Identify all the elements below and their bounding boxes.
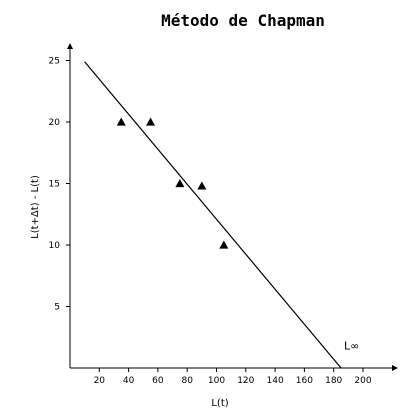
x-axis-arrow-icon [392, 365, 398, 371]
x-tick-label: 160 [296, 376, 313, 386]
y-tick-label: 10 [49, 241, 61, 251]
x-tick-label: 120 [237, 376, 254, 386]
data-point-triangle [146, 117, 156, 126]
x-tick-label: 200 [354, 376, 371, 386]
data-points [116, 117, 229, 249]
x-tick-label: 60 [152, 376, 164, 386]
regression-line [84, 61, 342, 369]
x-tick-label: 100 [208, 376, 225, 386]
x-ticks: 20 40 60 80 100 120 140 160 180 200 [94, 368, 372, 386]
y-tick-label: 20 [49, 118, 61, 128]
y-axis-arrow-icon [67, 43, 73, 49]
y-axis-label: L(t+Δt) - L(t) [30, 175, 41, 239]
data-point-triangle [116, 117, 126, 126]
plot-area [67, 43, 398, 371]
chart-title: Método de Chapman [161, 11, 325, 30]
x-tick-label: 80 [181, 376, 193, 386]
y-tick-label: 15 [49, 180, 60, 190]
x-tick-label: 40 [123, 376, 135, 386]
y-tick-label: 25 [49, 57, 60, 67]
x-axis-label: L(t) [211, 398, 228, 409]
y-ticks: 5 10 15 20 25 [49, 57, 70, 313]
y-tick-label: 5 [54, 303, 60, 313]
data-point-triangle [219, 240, 229, 249]
data-point-triangle [197, 181, 207, 190]
x-tick-label: 180 [325, 376, 342, 386]
x-tick-label: 20 [94, 376, 106, 386]
l-infinity-label: L∞ [344, 340, 359, 353]
data-point-triangle [175, 179, 185, 188]
x-tick-label: 140 [267, 376, 284, 386]
